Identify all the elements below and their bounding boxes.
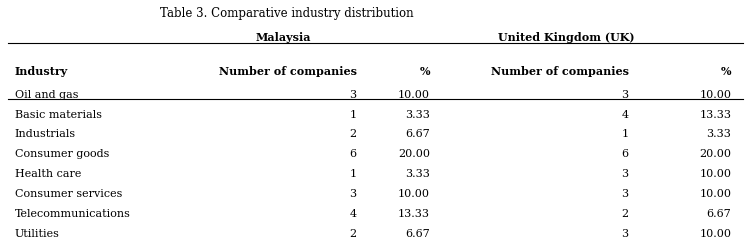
Text: 3: 3 xyxy=(350,189,357,199)
Text: 3: 3 xyxy=(622,90,628,100)
Text: Table 3. Comparative industry distribution: Table 3. Comparative industry distributi… xyxy=(160,7,413,20)
Text: 1: 1 xyxy=(350,169,357,179)
Text: 4: 4 xyxy=(622,110,628,120)
Text: 20.00: 20.00 xyxy=(398,149,430,159)
Text: %: % xyxy=(721,66,731,77)
Text: 1: 1 xyxy=(622,129,628,139)
Text: 6.67: 6.67 xyxy=(405,229,430,239)
Text: 6.67: 6.67 xyxy=(706,209,731,219)
Text: 13.33: 13.33 xyxy=(398,209,430,219)
Text: 20.00: 20.00 xyxy=(700,149,731,159)
Text: 6: 6 xyxy=(622,149,628,159)
Text: Health care: Health care xyxy=(15,169,81,179)
Text: 1: 1 xyxy=(350,110,357,120)
Text: 10.00: 10.00 xyxy=(700,189,731,199)
Text: Industry: Industry xyxy=(15,66,68,77)
Text: Oil and gas: Oil and gas xyxy=(15,90,78,100)
Text: 3: 3 xyxy=(622,169,628,179)
Text: 3: 3 xyxy=(350,90,357,100)
Text: Consumer services: Consumer services xyxy=(15,189,122,199)
Text: 10.00: 10.00 xyxy=(398,189,430,199)
Text: 2: 2 xyxy=(350,229,357,239)
Text: 10.00: 10.00 xyxy=(398,90,430,100)
Text: Basic materials: Basic materials xyxy=(15,110,102,120)
Text: 10.00: 10.00 xyxy=(700,90,731,100)
Text: Telecommunications: Telecommunications xyxy=(15,209,130,219)
Text: 3.33: 3.33 xyxy=(405,110,430,120)
Text: 3: 3 xyxy=(622,189,628,199)
Text: 10.00: 10.00 xyxy=(700,169,731,179)
Text: United Kingdom (UK): United Kingdom (UK) xyxy=(498,32,634,43)
Text: %: % xyxy=(419,66,430,77)
Text: Industrials: Industrials xyxy=(15,129,76,139)
Text: 6.67: 6.67 xyxy=(405,129,430,139)
Text: Number of companies: Number of companies xyxy=(490,66,628,77)
Text: Malaysia: Malaysia xyxy=(255,32,310,43)
Text: 3.33: 3.33 xyxy=(405,169,430,179)
Text: 6: 6 xyxy=(350,149,357,159)
Text: Consumer goods: Consumer goods xyxy=(15,149,110,159)
Text: 2: 2 xyxy=(622,209,628,219)
Text: 10.00: 10.00 xyxy=(700,229,731,239)
Text: 2: 2 xyxy=(350,129,357,139)
Text: 13.33: 13.33 xyxy=(700,110,731,120)
Text: 3.33: 3.33 xyxy=(706,129,731,139)
Text: Number of companies: Number of companies xyxy=(219,66,357,77)
Text: 4: 4 xyxy=(350,209,357,219)
Text: Utilities: Utilities xyxy=(15,229,60,239)
Text: 3: 3 xyxy=(622,229,628,239)
